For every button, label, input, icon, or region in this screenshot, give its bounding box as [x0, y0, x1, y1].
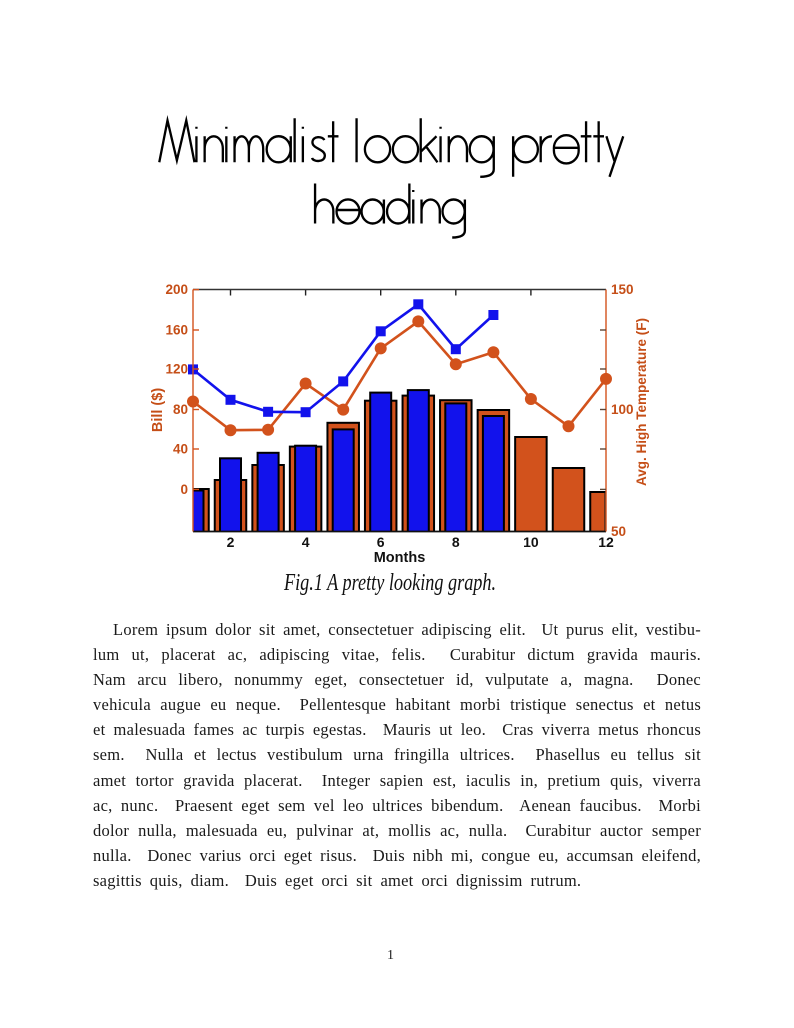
svg-text:50: 50 — [611, 524, 626, 539]
svg-text:12: 12 — [598, 534, 614, 550]
svg-text:Bill ($): Bill ($) — [150, 388, 166, 432]
svg-text:80: 80 — [173, 402, 188, 417]
svg-text:100: 100 — [611, 402, 634, 417]
svg-text:200: 200 — [165, 282, 188, 297]
svg-text:150: 150 — [611, 282, 634, 297]
svg-text:4: 4 — [302, 534, 310, 550]
svg-text:2: 2 — [227, 534, 235, 550]
svg-text:120: 120 — [165, 362, 188, 377]
svg-text:Months: Months — [374, 550, 426, 566]
svg-text:Avg. High Temperature (F): Avg. High Temperature (F) — [634, 318, 649, 486]
svg-text:8: 8 — [452, 534, 460, 550]
svg-text:160: 160 — [165, 323, 188, 338]
svg-text:0: 0 — [180, 482, 188, 497]
svg-text:6: 6 — [377, 534, 385, 550]
svg-text:40: 40 — [173, 442, 188, 457]
svg-text:10: 10 — [523, 534, 539, 550]
